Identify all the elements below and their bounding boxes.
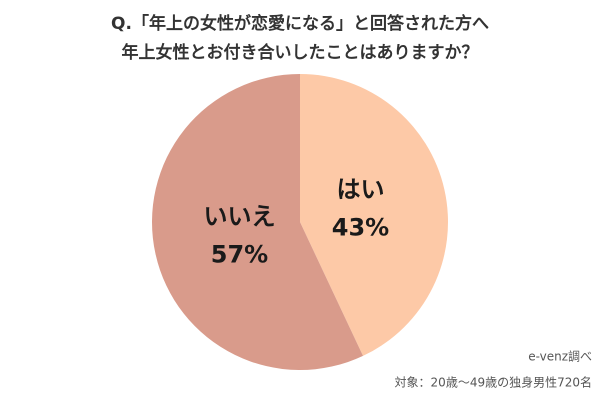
pie-slice — [152, 74, 364, 370]
slice-label: いいえ — [203, 203, 275, 231]
sample-note: 対象：20歳〜49歳の独身男性720名 — [395, 375, 592, 390]
chart-title: 年上女性とお付き合いしたことはありますか？ — [122, 42, 479, 63]
pie-slice — [300, 74, 449, 356]
slice-label: はい — [337, 175, 385, 203]
chart-title: Q.「年上の女性が恋愛になる」と回答された方へ — [111, 13, 489, 34]
value-label: 57% — [211, 241, 268, 269]
source-note: e-venz調べ — [528, 350, 592, 364]
value-label: 43% — [332, 213, 389, 241]
